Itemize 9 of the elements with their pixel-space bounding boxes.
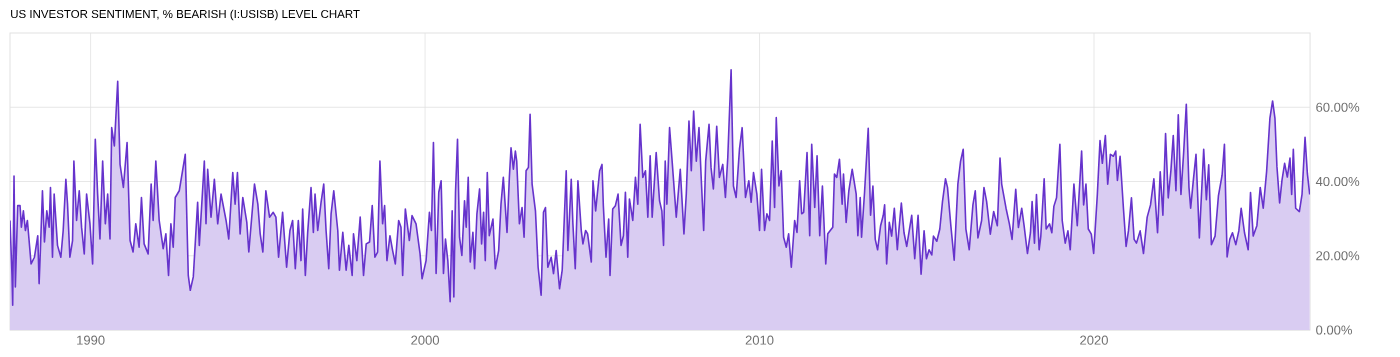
y-tick-label: 60.00% (1316, 102, 1360, 112)
y-tick-label: 0.00% (1316, 325, 1352, 335)
x-tick-label: 2020 (1080, 335, 1108, 345)
y-tick-label: 40.00% (1315, 176, 1360, 187)
x-tick-label: 2010 (745, 335, 774, 345)
y-tick-label: 20.00% (1316, 251, 1360, 261)
x-tick-label: 1990 (77, 335, 105, 345)
chart-title: US INVESTOR SENTIMENT, % BEARISH (I:USISB) LEVEL CHART (11, 9, 360, 21)
x-tick-label: 2000 (411, 335, 440, 345)
